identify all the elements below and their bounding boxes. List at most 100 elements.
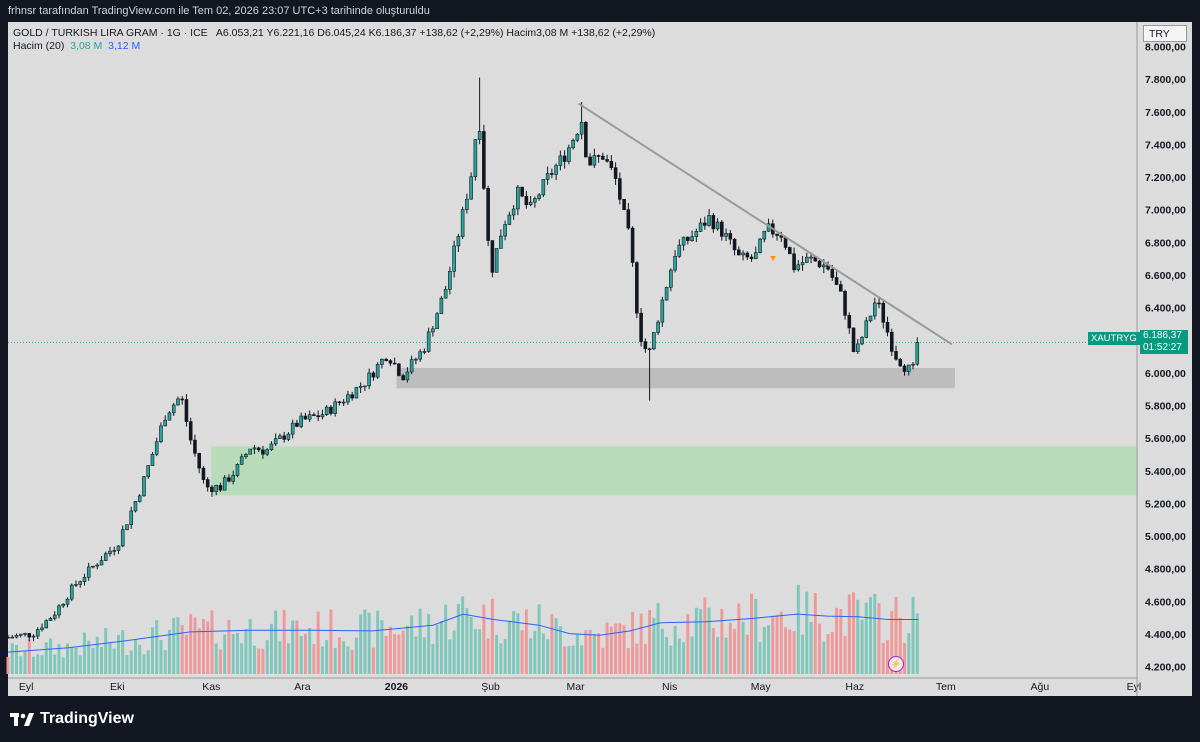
candle (639, 308, 643, 347)
volume-bar (121, 630, 125, 674)
candle (422, 348, 427, 355)
candle (324, 405, 329, 417)
volume-bar (142, 654, 146, 674)
candle (652, 332, 656, 351)
volume-bar (146, 650, 150, 674)
y-tick-label: 5.000,00 (1145, 531, 1186, 543)
x-tick-label: Kas (202, 681, 220, 693)
volume-bar (813, 592, 817, 674)
volume-bar (342, 641, 346, 674)
candle (120, 525, 125, 548)
candle (503, 220, 507, 241)
volume-bar (163, 650, 167, 674)
alert-marker-icon[interactable] (770, 256, 776, 261)
candle (435, 311, 439, 330)
volume-bar (852, 592, 856, 674)
candle (108, 546, 112, 557)
volume-bar (631, 611, 635, 674)
x-tick-label: Mar (566, 681, 585, 693)
volume-bar (53, 654, 57, 674)
volume-bar (915, 613, 919, 674)
volume-bar (490, 598, 494, 674)
volume-bar (847, 594, 851, 674)
volume-bar (482, 604, 486, 674)
candle (18, 633, 23, 638)
candle (341, 399, 346, 407)
candle (864, 317, 869, 339)
volume-bar (652, 617, 656, 674)
volume-bar (911, 596, 915, 674)
candle (61, 603, 66, 608)
volume-bar (333, 647, 337, 674)
volume-bar (567, 645, 571, 674)
volume-bar (180, 625, 184, 674)
currency-selector[interactable]: TRY (1143, 25, 1187, 42)
volume-bar (359, 614, 363, 674)
volume-bar (184, 634, 188, 674)
volume-bar (584, 630, 588, 674)
volume-bar (172, 617, 176, 674)
volume-bar (388, 626, 392, 674)
y-tick-label: 5.400,00 (1145, 466, 1186, 478)
candle (397, 363, 401, 377)
volume-bar (227, 619, 231, 674)
candle (711, 213, 716, 233)
candle (69, 583, 74, 602)
volume-bar (384, 635, 388, 674)
candle (643, 338, 648, 353)
volume-bar (877, 603, 881, 674)
volume-bar (656, 602, 660, 674)
candle (762, 230, 767, 243)
volume-bar (686, 613, 690, 674)
descending-trendline[interactable] (578, 102, 953, 346)
volume-bar (206, 621, 210, 674)
volume-bar (435, 624, 439, 674)
volume-bar (609, 626, 613, 674)
volume-bar (720, 608, 724, 674)
candle (431, 325, 435, 337)
volume-bar (427, 613, 431, 674)
candle (690, 230, 694, 242)
volume-bar (503, 638, 507, 674)
volume-bar (418, 608, 422, 674)
volume-bar (835, 607, 839, 674)
candle (418, 349, 422, 362)
resistance-zone[interactable] (396, 367, 955, 389)
volume-bar (91, 648, 95, 674)
candle (103, 551, 108, 561)
volume-bar (244, 628, 248, 674)
volume-bar (601, 647, 605, 674)
volume-bar (23, 650, 27, 674)
candle (405, 367, 410, 383)
volume-bar (822, 641, 826, 674)
candle (796, 260, 801, 272)
candle (567, 144, 571, 165)
candle (443, 285, 448, 299)
volume-bar (99, 647, 103, 674)
x-tick-label: May (751, 681, 772, 693)
chart-legend: GOLD / TURKISH LIRA GRAM · 1G · ICE A6.0… (13, 27, 655, 53)
y-tick-label: 8.000,00 (1145, 41, 1186, 53)
volume-bar (826, 633, 830, 674)
volume-bar (890, 611, 894, 674)
volume-bar (541, 633, 545, 674)
support-zone[interactable] (211, 446, 1137, 496)
candle (48, 616, 53, 622)
candle (465, 193, 469, 214)
volume-bar (801, 634, 805, 674)
volume-bar (898, 617, 902, 674)
snapshot-caption: frhnsr tarafından TradingView.com ile Te… (8, 5, 430, 17)
candle (664, 286, 669, 301)
volume-bar (741, 621, 745, 674)
lightning-icon[interactable]: ⚡ (888, 656, 904, 672)
volume-bar (694, 607, 698, 674)
candle (524, 191, 529, 209)
candle (346, 390, 350, 405)
volume-bar (112, 648, 116, 674)
candle (307, 410, 312, 423)
candle (694, 228, 699, 243)
volume-bar (792, 631, 796, 674)
candle (588, 153, 592, 166)
volume-bar (639, 613, 643, 674)
